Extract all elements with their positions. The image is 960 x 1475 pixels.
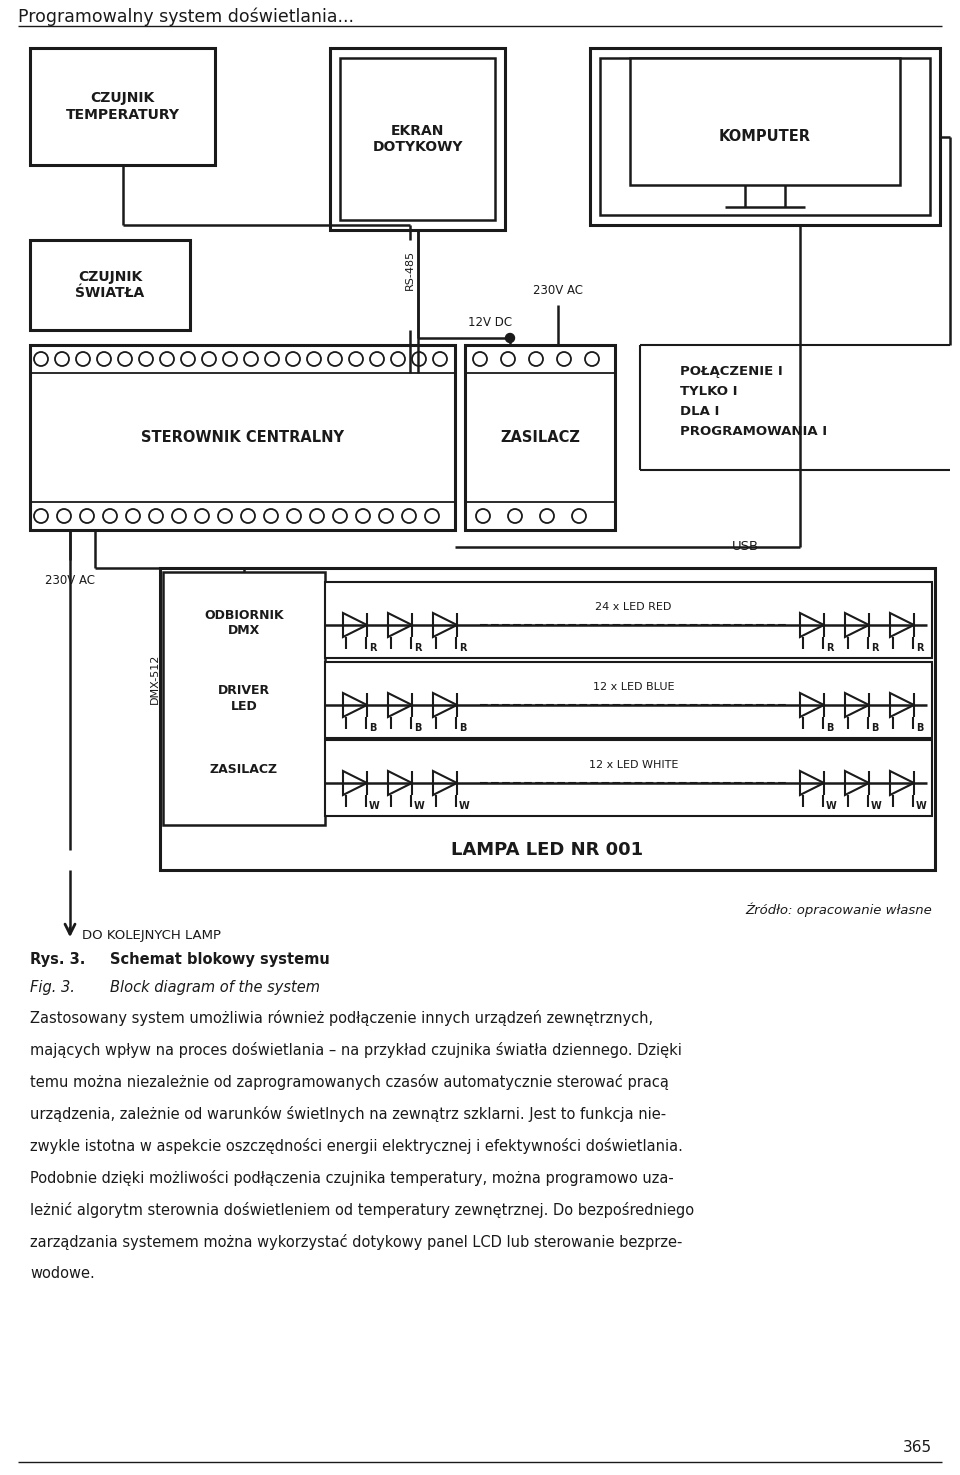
Text: B: B	[459, 723, 467, 733]
Text: USB: USB	[732, 540, 758, 553]
Text: B: B	[826, 723, 833, 733]
Text: Rys. 3.: Rys. 3.	[30, 951, 85, 968]
Bar	[465, 345, 615, 530]
Text: 12V DC: 12V DC	[468, 316, 512, 329]
Text: LAMPA LED NR 001: LAMPA LED NR 001	[451, 841, 643, 858]
Text: ODBIORNIK
DMX: ODBIORNIK DMX	[204, 609, 284, 637]
Text: 24 x LED RED: 24 x LED RED	[595, 602, 672, 612]
Text: urządzenia, zależnie od warunków świetlnych na zewnątrz szklarni. Jest to funkcj: urządzenia, zależnie od warunków świetln…	[30, 1106, 666, 1122]
Bar	[325, 662, 932, 738]
Text: 365: 365	[902, 1440, 932, 1454]
Bar	[325, 583, 932, 658]
Text: POŁĄCZENIE I: POŁĄCZENIE I	[680, 364, 782, 378]
Text: DMX-512: DMX-512	[150, 653, 160, 704]
Text: leżnić algorytm sterownia doświetleniem od temperatury zewnętrznej. Do bezpośred: leżnić algorytm sterownia doświetleniem …	[30, 1202, 694, 1218]
Bar	[30, 49, 215, 165]
Text: Schemat blokowy systemu: Schemat blokowy systemu	[110, 951, 329, 968]
Text: Block diagram of the system: Block diagram of the system	[110, 979, 320, 996]
Text: mających wpływ na proces doświetlania – na przykład czujnika światła dziennego. : mających wpływ na proces doświetlania – …	[30, 1041, 682, 1058]
Text: 12 x LED WHITE: 12 x LED WHITE	[588, 760, 678, 770]
Circle shape	[506, 333, 515, 342]
Text: RS-485: RS-485	[405, 249, 415, 291]
Text: W: W	[459, 801, 469, 811]
Text: B: B	[414, 723, 421, 733]
Text: 12 x LED BLUE: 12 x LED BLUE	[592, 681, 674, 692]
Text: STEROWNIK CENTRALNY: STEROWNIK CENTRALNY	[141, 431, 344, 445]
Text: CZUJNIK
TEMPERATURY: CZUJNIK TEMPERATURY	[65, 91, 180, 121]
Bar	[163, 572, 325, 825]
Text: 230V AC: 230V AC	[45, 574, 95, 587]
Text: EKRAN
DOTYKOWY: EKRAN DOTYKOWY	[372, 124, 463, 153]
Bar	[30, 345, 455, 530]
Bar	[160, 568, 935, 870]
Text: W: W	[826, 801, 837, 811]
Text: R: R	[414, 643, 421, 653]
Bar	[325, 740, 932, 816]
Text: DRIVER
LED: DRIVER LED	[218, 684, 270, 712]
Text: W: W	[414, 801, 424, 811]
Text: B: B	[871, 723, 878, 733]
Text: R: R	[916, 643, 924, 653]
Text: Zastosowany system umożliwia również podłączenie innych urządzeń zewnętrznych,: Zastosowany system umożliwia również pod…	[30, 1010, 653, 1027]
Text: W: W	[916, 801, 926, 811]
Bar	[340, 58, 495, 220]
Text: CZUJNIK
ŚWIATŁA: CZUJNIK ŚWIATŁA	[76, 270, 145, 299]
Text: R: R	[369, 643, 376, 653]
Text: ZASILACZ: ZASILACZ	[210, 763, 278, 776]
Bar	[630, 58, 900, 184]
Text: TYLKO I: TYLKO I	[680, 385, 737, 398]
Text: Fig. 3.: Fig. 3.	[30, 979, 75, 996]
Text: ZASILACZ: ZASILACZ	[500, 431, 580, 445]
Text: W: W	[369, 801, 380, 811]
Text: Źródło: opracowanie własne: Źródło: opracowanie własne	[745, 903, 932, 917]
Text: 230V AC: 230V AC	[533, 283, 583, 296]
Text: R: R	[826, 643, 833, 653]
Text: DLA I: DLA I	[680, 406, 719, 417]
Text: B: B	[369, 723, 376, 733]
Text: W: W	[871, 801, 881, 811]
Text: wodowe.: wodowe.	[30, 1266, 95, 1280]
Text: PROGRAMOWANIA I: PROGRAMOWANIA I	[680, 425, 828, 438]
Text: Podobnie dzięki możliwości podłączenia czujnika temperatury, można programowo uz: Podobnie dzięki możliwości podłączenia c…	[30, 1170, 674, 1186]
Text: R: R	[871, 643, 878, 653]
Text: B: B	[916, 723, 924, 733]
Bar	[330, 49, 505, 230]
Text: R: R	[459, 643, 467, 653]
Text: zarządzania systemem można wykorzystać dotykowy panel LCD lub sterowanie bezprze: zarządzania systemem można wykorzystać d…	[30, 1235, 683, 1249]
Text: KOMPUTER: KOMPUTER	[719, 128, 811, 145]
Bar	[30, 240, 190, 330]
Text: temu można niezależnie od zaprogramowanych czasów automatycznie sterować pracą: temu można niezależnie od zaprogramowany…	[30, 1074, 669, 1090]
Bar	[600, 58, 930, 215]
Text: DO KOLEJNYCH LAMP: DO KOLEJNYCH LAMP	[82, 928, 221, 941]
Text: zwykle istotna w aspekcie oszczędności energii elektrycznej i efektywności doświ: zwykle istotna w aspekcie oszczędności e…	[30, 1139, 683, 1153]
Bar	[590, 49, 940, 226]
Text: Programowalny system doświetlania...: Programowalny system doświetlania...	[18, 7, 354, 27]
